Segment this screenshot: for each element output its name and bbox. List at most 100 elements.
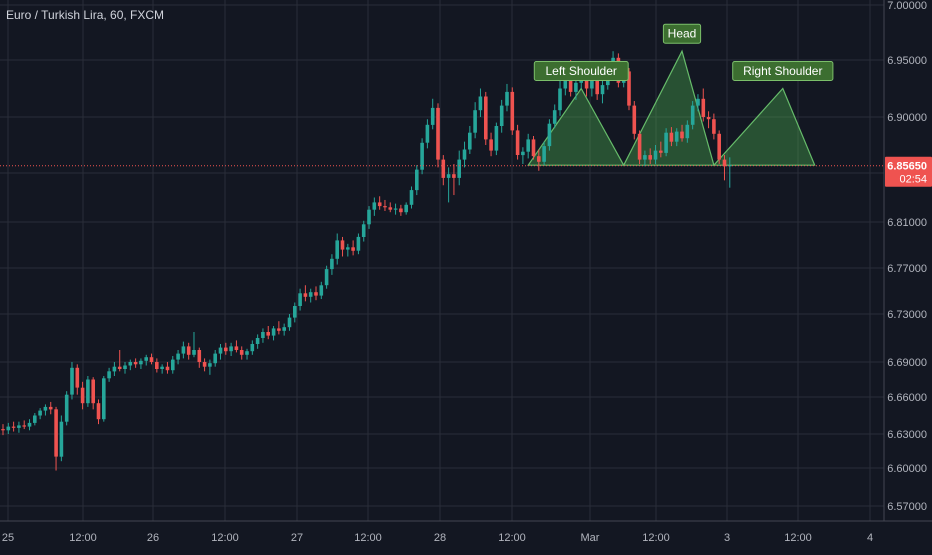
candle-down [648,148,652,165]
candle-body [468,132,472,150]
candle-up [425,119,430,149]
candle-up [526,133,530,159]
candle-up [160,364,164,374]
candle-body [346,247,350,250]
candle-down [149,353,154,365]
candle-down [537,149,541,171]
bar-countdown: 02:54 [899,174,927,186]
candle-body [255,338,260,344]
candle-body [96,403,101,420]
candle-body [696,98,700,106]
candle-up [293,302,297,323]
candle-down [637,130,642,165]
candle-up [213,350,217,367]
candle-body [446,174,451,178]
candle-up [547,119,552,151]
candle-body [526,139,530,152]
candle-down [80,381,85,410]
price-axis[interactable]: 7.000006.950006.900006.850006.810006.770… [883,0,932,550]
candle-up [324,265,329,289]
candle-down [722,155,727,181]
y-tick-label: 7.00000 [887,0,927,12]
candle-up [139,358,143,369]
candle-body [393,208,398,210]
chart-title: Euro / Turkish Lira, 60, FXCM [6,8,165,22]
candle-body [457,159,461,178]
candle-up [404,202,408,215]
candle-body [133,362,138,365]
candle-up [346,243,350,257]
candle-down [197,347,202,368]
candle-body [1,429,5,431]
candle-body [22,425,26,427]
candle-down [701,88,706,122]
candle-body [547,123,552,147]
candle-down [515,124,520,160]
candle-body [112,366,117,372]
x-tick-label: 25 [2,532,14,544]
x-tick-label: 27 [291,532,303,544]
candle-down [712,113,716,140]
candle-up [107,367,111,382]
candle-body [48,406,53,410]
candle-up [38,408,42,420]
candle-body [38,410,42,416]
candle-body [717,133,721,160]
candle-body [282,327,286,331]
candle-body [404,204,408,213]
pattern-label: Right Shoulder [732,61,834,81]
price-axis-background [884,0,932,550]
candle-down [22,420,26,430]
candle-up [27,419,32,431]
candle-up [123,362,127,374]
candle-body [144,357,148,361]
candle-down [627,67,631,111]
candle-body [80,387,85,404]
candle-body [303,293,308,297]
y-tick-label: 6.60000 [887,463,927,475]
candle-up [261,328,265,343]
candle-body [415,169,419,191]
candle-down [165,362,170,374]
candle-body [27,422,32,427]
candle-body [515,130,520,155]
candle-down [75,364,80,395]
candle-body [319,285,324,296]
candle-up [59,415,64,462]
candle-body [229,346,233,352]
candle-up [420,138,424,175]
candle-down [531,136,536,160]
candle-body [266,332,270,336]
candle-up [558,80,562,116]
candle-body [33,415,37,423]
candle-up [298,288,302,311]
candle-body [149,357,154,362]
y-tick-label: 6.69000 [887,357,927,369]
candle-body [664,132,668,153]
candle-down [632,101,637,140]
candle-down [96,399,101,425]
candle-down [399,204,403,216]
label-box [662,23,702,44]
candle-body [637,133,642,160]
candle-up [229,342,233,356]
candle-body [356,236,361,251]
candle-up [319,281,324,300]
candle-body [117,366,122,369]
candle-up [271,326,276,341]
candle-body [653,150,658,160]
pattern-labels: Left Shoulder Head Right Shoulder [533,23,834,81]
candle-body [293,306,297,318]
label-box [533,61,629,81]
time-axis[interactable]: 25 12:00 26 12:00 27 12:00 28 12:00 Mar 12:00 3 12:… [0,520,932,550]
candle-up [43,404,48,416]
candle-body [399,208,403,213]
candle-up [112,362,117,376]
candle-body [542,146,546,162]
pattern-label: Head [662,23,702,44]
x-tick-label: 12:00 [211,532,239,544]
candle-body [674,131,679,142]
candle-down [351,240,355,256]
